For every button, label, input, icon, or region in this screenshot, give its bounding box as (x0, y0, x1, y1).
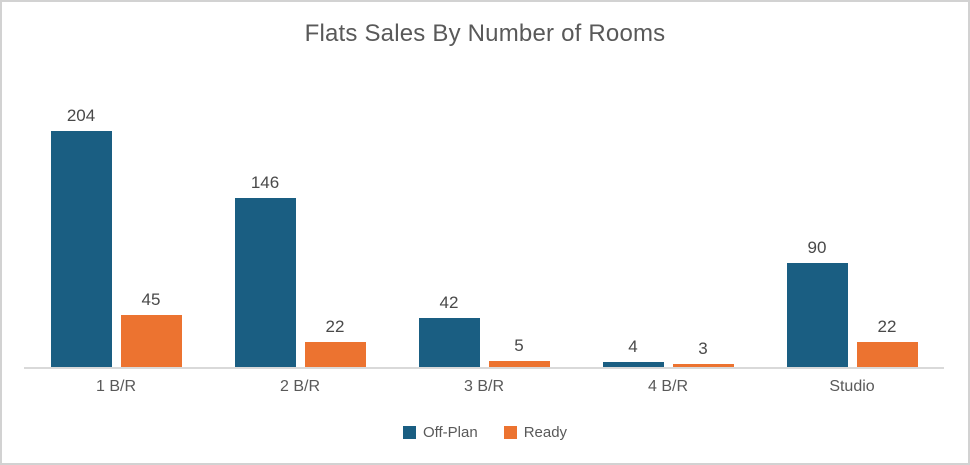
bar-value-label-off-plan-3-b-r: 42 (439, 293, 459, 313)
bar-value-label-ready-3-b-r: 5 (514, 336, 524, 356)
bar-wrap-ready-4-b-r: 3 (672, 338, 734, 367)
bar-wrap-off-plan-4-b-r: 4 (602, 337, 664, 367)
bar-value-label-off-plan-1-b-r: 204 (66, 105, 96, 125)
category-label-4-b-r: 4 B/R (647, 378, 688, 395)
bar-off-plan-4-b-r (602, 362, 664, 367)
legend-item-ready: Ready (503, 424, 568, 441)
bar-wrap-off-plan-1-b-r: 204 (50, 105, 112, 367)
bar-value-label-ready-4-b-r: 3 (698, 338, 708, 358)
category-label-3-b-r: 3 B/R (463, 378, 504, 395)
bar-value-label-ready-studio: 22 (877, 316, 897, 336)
bar-wrap-off-plan-studio: 90 (786, 237, 848, 367)
bar-group-2-b-r: 146 22 (208, 124, 392, 367)
bar-value-label-ready-2-b-r: 22 (325, 316, 345, 336)
bar-off-plan-studio (786, 262, 848, 367)
legend-label-ready: Ready (523, 424, 568, 441)
chart-legend: Off-Plan Ready (0, 424, 970, 441)
bar-wrap-off-plan-3-b-r: 42 (418, 293, 480, 367)
legend-label-off-plan: Off-Plan (422, 424, 478, 441)
bar-wrap-ready-studio: 22 (856, 316, 918, 367)
bar-wrap-ready-1-b-r: 45 (120, 289, 182, 367)
bar-group-1-b-r: 204 45 (24, 106, 208, 367)
bar-group-3-b-r: 42 5 (392, 124, 576, 367)
bar-ready-1-b-r (120, 314, 182, 367)
bar-off-plan-2-b-r (234, 198, 296, 367)
bar-value-label-off-plan-2-b-r: 146 (250, 173, 280, 193)
chart-title: Flats Sales By Number of Rooms (304, 20, 666, 47)
bar-wrap-ready-3-b-r: 5 (488, 336, 550, 367)
bar-ready-studio (856, 341, 918, 367)
legend-swatch-off-plan (402, 426, 416, 439)
bar-ready-2-b-r (304, 341, 366, 367)
category-axis: 1 B/R 2 B/R 3 B/R 4 B/R Studio (24, 378, 944, 396)
x-axis-line (24, 367, 944, 369)
plot-area: 204 45 146 22 42 5 4 3 90 22 (24, 106, 944, 367)
bar-off-plan-3-b-r (418, 318, 480, 367)
bar-ready-4-b-r (672, 363, 734, 367)
bar-value-label-ready-1-b-r: 45 (141, 289, 161, 309)
legend-item-off-plan: Off-Plan (402, 424, 478, 441)
bar-off-plan-1-b-r (50, 130, 112, 367)
bar-value-label-off-plan-4-b-r: 4 (628, 337, 638, 357)
bar-value-label-off-plan-studio: 90 (807, 237, 827, 257)
legend-swatch-ready (503, 426, 517, 439)
category-label-studio: Studio (829, 378, 875, 395)
bar-ready-3-b-r (488, 361, 550, 367)
bar-wrap-off-plan-2-b-r: 146 (234, 173, 296, 367)
category-label-1-b-r: 1 B/R (95, 378, 136, 395)
category-label-2-b-r: 2 B/R (279, 378, 320, 395)
bar-group-studio: 90 22 (760, 124, 944, 367)
bar-wrap-ready-2-b-r: 22 (304, 316, 366, 367)
